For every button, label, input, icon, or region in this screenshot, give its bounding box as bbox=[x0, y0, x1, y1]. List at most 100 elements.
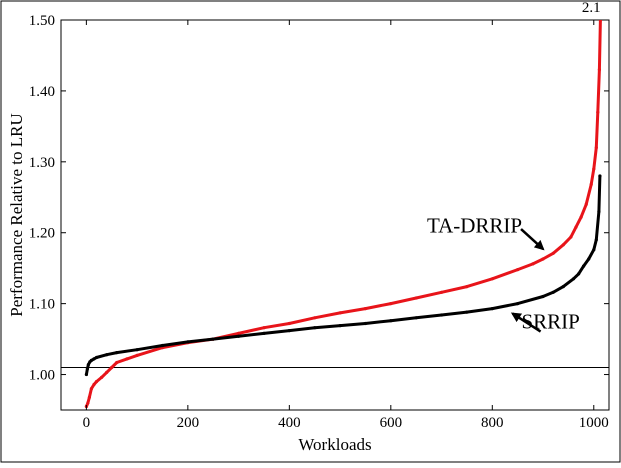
data-point-srrip bbox=[592, 248, 596, 252]
data-point-ta-drrip bbox=[100, 375, 104, 379]
data-point-srrip bbox=[389, 319, 393, 323]
tick-layer: 1.00 1.10 1.20 1.30 1.40 1.50 0 200 400 600 800 100… bbox=[29, 13, 609, 431]
series-layer bbox=[84, 20, 602, 409]
data-point-srrip bbox=[105, 353, 109, 357]
y-tick-label: 1.30 bbox=[29, 155, 55, 171]
data-point-ta-drrip bbox=[592, 167, 596, 171]
annotation-label: TA-DRRIP bbox=[427, 214, 522, 238]
x-tick-label: 600 bbox=[380, 415, 403, 431]
data-point-ta-drrip bbox=[596, 110, 600, 114]
data-point-srrip bbox=[597, 209, 601, 214]
x-tick-label: 800 bbox=[481, 415, 504, 431]
data-point-srrip bbox=[262, 331, 266, 335]
data-point-srrip bbox=[571, 277, 576, 281]
data-point-ta-drrip bbox=[490, 277, 494, 281]
data-point-ta-drrip bbox=[89, 387, 93, 391]
data-point-ta-drrip bbox=[589, 182, 593, 187]
data-point-ta-drrip bbox=[94, 380, 99, 384]
data-point-srrip bbox=[577, 272, 581, 276]
data-point-srrip bbox=[287, 329, 291, 333]
data-point-srrip bbox=[89, 358, 93, 362]
y-tick-label: 1.50 bbox=[29, 13, 55, 29]
x-tick-label: 1000 bbox=[579, 415, 609, 431]
data-point-ta-drrip bbox=[389, 302, 393, 306]
data-point-srrip bbox=[115, 351, 119, 355]
x-axis-label: Workloads bbox=[298, 435, 371, 454]
data-point-srrip bbox=[186, 340, 190, 344]
data-point-srrip bbox=[160, 343, 165, 348]
data-point-srrip bbox=[414, 316, 418, 320]
data-point-ta-drrip bbox=[541, 257, 545, 261]
annotation-arrow bbox=[510, 312, 542, 333]
data-point-ta-drrip bbox=[597, 68, 602, 72]
data-point-ta-drrip bbox=[338, 311, 342, 315]
data-point-ta-drrip bbox=[561, 243, 565, 247]
plot-frame bbox=[60, 19, 610, 411]
data-point-ta-drrip bbox=[237, 331, 241, 335]
data-point-ta-drrip bbox=[363, 307, 367, 311]
data-point-srrip bbox=[86, 363, 90, 367]
y-tick-label: 1.10 bbox=[29, 297, 55, 313]
data-point-srrip bbox=[94, 355, 99, 360]
data-point-ta-drrip bbox=[598, 20, 602, 22]
data-point-ta-drrip bbox=[594, 146, 598, 150]
data-point-srrip bbox=[211, 337, 215, 341]
data-point-ta-drrip bbox=[584, 202, 588, 206]
overflow-label: 2.1 bbox=[582, 0, 601, 16]
data-point-srrip bbox=[84, 372, 88, 377]
data-point-ta-drrip bbox=[135, 353, 139, 357]
data-point-ta-drrip bbox=[440, 290, 444, 294]
data-point-ta-drrip bbox=[579, 215, 583, 219]
data-point-srrip bbox=[516, 302, 520, 306]
y-tick-label: 1.20 bbox=[29, 226, 55, 242]
data-point-ta-drrip bbox=[574, 225, 578, 229]
data-point-ta-drrip bbox=[262, 326, 266, 330]
series-ta-drrip bbox=[84, 20, 602, 409]
data-point-ta-drrip bbox=[531, 262, 535, 266]
data-point-srrip bbox=[440, 313, 444, 317]
data-point-ta-drrip bbox=[86, 401, 90, 405]
data-point-srrip bbox=[551, 290, 555, 294]
y-axis-label: Performance Relative to LRU bbox=[7, 113, 26, 316]
data-point-srrip bbox=[237, 334, 241, 338]
y-tick-label: 1.40 bbox=[29, 84, 55, 100]
y-tick-label: 1.00 bbox=[29, 368, 55, 384]
data-point-srrip bbox=[598, 174, 602, 178]
data-point-srrip bbox=[594, 238, 598, 242]
data-point-srrip bbox=[363, 321, 367, 326]
data-point-srrip bbox=[561, 285, 565, 289]
data-point-ta-drrip bbox=[313, 316, 317, 320]
data-point-ta-drrip bbox=[414, 296, 418, 300]
data-point-ta-drrip bbox=[569, 235, 573, 239]
x-tick-label: 200 bbox=[177, 415, 200, 431]
x-tick-label: 0 bbox=[83, 415, 91, 431]
data-point-srrip bbox=[490, 307, 494, 311]
data-point-srrip bbox=[465, 310, 469, 314]
data-point-ta-drrip bbox=[110, 365, 114, 370]
data-point-srrip bbox=[541, 294, 545, 299]
x-tick-label: 400 bbox=[278, 415, 301, 431]
annotation-layer: TA-DRRIP SRRIP 2.1 bbox=[427, 0, 601, 333]
annotation-label: SRRIP bbox=[521, 309, 579, 333]
data-point-ta-drrip bbox=[551, 251, 555, 255]
annotation-arrow bbox=[520, 228, 545, 251]
data-point-ta-drrip bbox=[105, 370, 109, 374]
data-point-srrip bbox=[582, 264, 586, 268]
data-point-ta-drrip bbox=[115, 360, 119, 365]
data-point-ta-drrip bbox=[87, 395, 91, 399]
data-point-srrip bbox=[587, 257, 591, 261]
data-point-ta-drrip bbox=[92, 382, 96, 387]
data-point-ta-drrip bbox=[465, 285, 469, 289]
data-point-srrip bbox=[338, 324, 342, 328]
data-point-srrip bbox=[92, 357, 96, 361]
data-point-ta-drrip bbox=[516, 268, 520, 272]
data-point-srrip bbox=[135, 348, 139, 352]
data-point-ta-drrip bbox=[287, 321, 291, 326]
data-point-ta-drrip bbox=[125, 357, 129, 361]
series-srrip bbox=[84, 174, 602, 377]
data-point-srrip bbox=[313, 326, 317, 330]
data-point-srrip bbox=[85, 367, 89, 371]
